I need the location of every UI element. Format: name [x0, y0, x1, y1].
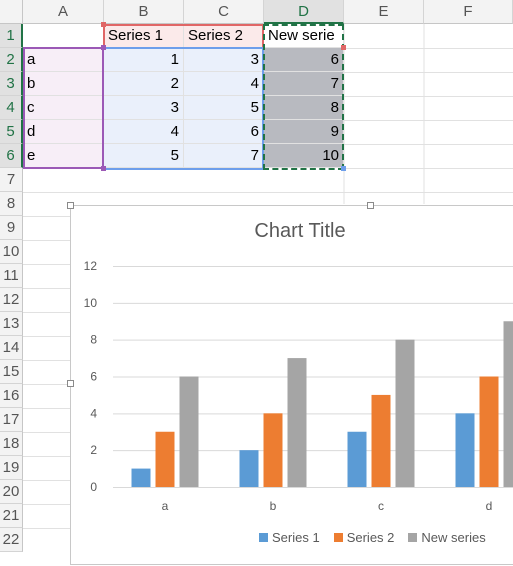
bar-3-c	[396, 340, 415, 487]
x-tick-label: d	[486, 499, 493, 513]
legend-swatch-series-2	[334, 533, 343, 542]
bar-2-c	[372, 395, 391, 487]
row-header[interactable]: 18	[0, 432, 23, 456]
bar-2-d	[480, 377, 499, 488]
column-header-c[interactable]: C	[184, 0, 264, 24]
row-header[interactable]: 14	[0, 336, 23, 360]
chart-legend[interactable]: Series 1 Series 2 New series	[259, 530, 486, 545]
row-header[interactable]: 17	[0, 408, 23, 432]
y-tick-label: 2	[90, 443, 97, 457]
bar-3-a	[180, 377, 199, 488]
legend-label: Series 2	[347, 530, 395, 545]
bar-2-a	[156, 432, 175, 487]
row-header[interactable]: 11	[0, 264, 23, 288]
legend-label: Series 1	[272, 530, 320, 545]
y-tick-label: 8	[90, 333, 97, 347]
row-header[interactable]: 1	[0, 24, 23, 48]
column-header-d[interactable]: D	[264, 0, 344, 24]
row-header[interactable]: 8	[0, 192, 23, 216]
column-header-e[interactable]: E	[344, 0, 424, 24]
bar-3-d	[504, 321, 513, 487]
bar-1-b	[240, 450, 259, 487]
y-tick-label: 10	[84, 296, 98, 310]
legend-item-series-1[interactable]: Series 1	[259, 530, 320, 545]
row-header[interactable]: 19	[0, 456, 23, 480]
legend-swatch-series-3	[408, 533, 417, 542]
row-header[interactable]: 12	[0, 288, 23, 312]
x-tick-label: a	[162, 499, 169, 513]
row-header[interactable]: 22	[0, 528, 23, 552]
row-header[interactable]: 10	[0, 240, 23, 264]
row-header[interactable]: 20	[0, 480, 23, 504]
bar-2-b	[264, 413, 283, 487]
x-tick-label: b	[270, 499, 277, 513]
y-tick-label: 4	[90, 406, 97, 420]
row-header[interactable]: 2	[0, 48, 23, 72]
legend-label: New series	[421, 530, 485, 545]
legend-swatch-series-1	[259, 533, 268, 542]
bar-1-a	[132, 469, 151, 487]
row-header[interactable]: 9	[0, 216, 23, 240]
chart-plot-area[interactable]: 0 2 4 6 8 10 12 a b c d	[71, 206, 513, 566]
legend-item-series-2[interactable]: Series 2	[334, 530, 395, 545]
y-tick-label: 0	[90, 480, 97, 494]
row-header[interactable]: 15	[0, 360, 23, 384]
y-tick-label: 6	[90, 370, 97, 384]
row-header[interactable]: 16	[0, 384, 23, 408]
select-all-corner[interactable]	[0, 0, 23, 24]
column-header-b[interactable]: B	[104, 0, 184, 24]
y-tick-label: 12	[84, 259, 98, 273]
bar-3-b	[288, 358, 307, 487]
row-header[interactable]: 13	[0, 312, 23, 336]
bar-1-d	[456, 413, 475, 487]
row-header[interactable]: 6	[0, 144, 23, 168]
column-header-a[interactable]: A	[23, 0, 104, 24]
x-tick-label: c	[378, 499, 384, 513]
legend-item-series-3[interactable]: New series	[408, 530, 485, 545]
bar-1-c	[348, 432, 367, 487]
row-header[interactable]: 7	[0, 168, 23, 192]
row-header[interactable]: 21	[0, 504, 23, 528]
row-header[interactable]: 5	[0, 120, 23, 144]
row-header[interactable]: 3	[0, 72, 23, 96]
row-header[interactable]: 4	[0, 96, 23, 120]
column-header-f[interactable]: F	[424, 0, 513, 24]
